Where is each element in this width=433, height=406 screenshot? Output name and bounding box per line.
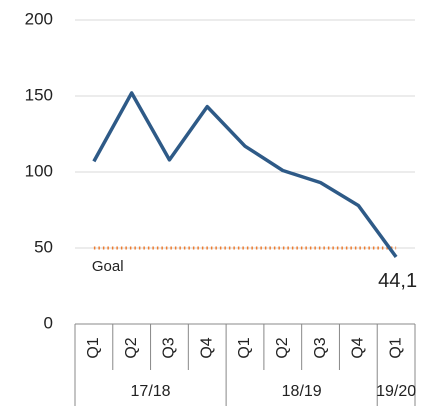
x-tick-label: Q1 (236, 337, 253, 358)
x-tick-label: Q1 (85, 337, 102, 358)
x-tick-label: Q2 (274, 337, 291, 358)
y-tick-label: 150 (25, 85, 53, 104)
data-line (92, 91, 398, 259)
y-tick-label: 0 (44, 313, 53, 332)
group-label: 19/20 (376, 383, 416, 400)
x-tick-label: Q2 (123, 337, 140, 358)
x-tick-label: Q3 (312, 337, 329, 358)
data-label: 44,1 (378, 270, 417, 292)
y-tick-label: 100 (25, 161, 53, 180)
series-label: Goal (92, 258, 124, 275)
y-tick-label: 50 (34, 237, 53, 256)
x-tick-label: Q4 (350, 337, 367, 358)
x-tick-label: Q1 (387, 337, 404, 358)
y-tick-label: 200 (25, 9, 53, 28)
group-label: 17/18 (131, 383, 171, 400)
x-tick-label: Q3 (161, 337, 178, 358)
group-label: 18/19 (282, 383, 322, 400)
x-tick-label: Q4 (198, 337, 215, 358)
